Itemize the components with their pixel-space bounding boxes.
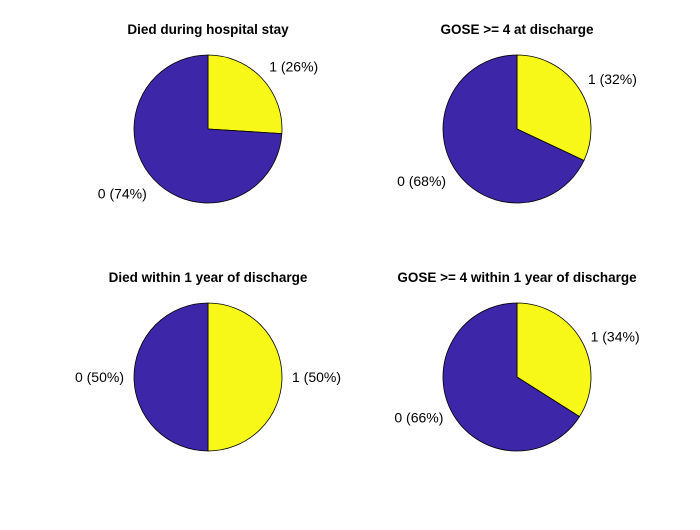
pie-slices xyxy=(442,54,592,204)
pie-slices xyxy=(442,302,592,452)
pie-labels: 1 (50%) 0 (50%) xyxy=(75,369,341,385)
slice-label-0: 0 (66%) xyxy=(394,410,443,426)
pie-slice-1 xyxy=(207,302,283,452)
pie-labels: 1 (34%) 0 (66%) xyxy=(394,329,639,426)
pie-slice-0 xyxy=(133,302,209,452)
chart-title: GOSE >= 4 within 1 year of discharge xyxy=(397,270,637,285)
chart-title: GOSE >= 4 at discharge xyxy=(440,22,594,37)
chart-title: Died during hospital stay xyxy=(127,22,289,37)
pie-slice-0 xyxy=(442,302,580,452)
slice-label-1: 1 (26%) xyxy=(269,59,318,75)
pie-slices xyxy=(133,54,283,204)
slice-label-1: 1 (32%) xyxy=(588,71,637,87)
pie-chart-gose-at-discharge: GOSE >= 4 at discharge 1 (32%) 0 (68%) xyxy=(397,22,637,204)
chart-title: Died within 1 year of discharge xyxy=(109,270,308,285)
slice-label-0: 0 (50%) xyxy=(75,369,124,385)
pie-slices xyxy=(133,302,283,452)
slice-label-1: 1 (50%) xyxy=(292,369,341,385)
pie-slice-0 xyxy=(133,54,283,204)
slice-label-0: 0 (74%) xyxy=(98,186,147,202)
pie-chart-died-hospital-stay: Died during hospital stay 1 (26%) 0 (74%) xyxy=(98,22,318,204)
pie-slice-0 xyxy=(442,54,585,204)
pie-slice-1 xyxy=(207,54,283,135)
slice-label-1: 1 (34%) xyxy=(591,329,640,345)
pie-labels: 1 (32%) 0 (68%) xyxy=(397,71,637,189)
pie-slice-1 xyxy=(516,54,592,161)
pie-slice-1 xyxy=(516,302,592,418)
pie-chart-died-within-1-year: Died within 1 year of discharge 1 (50%) 0… xyxy=(75,270,341,452)
pie-labels: 1 (26%) 0 (74%) xyxy=(98,59,318,202)
pie-chart-gose-within-1-year: GOSE >= 4 within 1 year of discharge 1 (… xyxy=(394,270,640,452)
slice-label-0: 0 (68%) xyxy=(397,173,446,189)
